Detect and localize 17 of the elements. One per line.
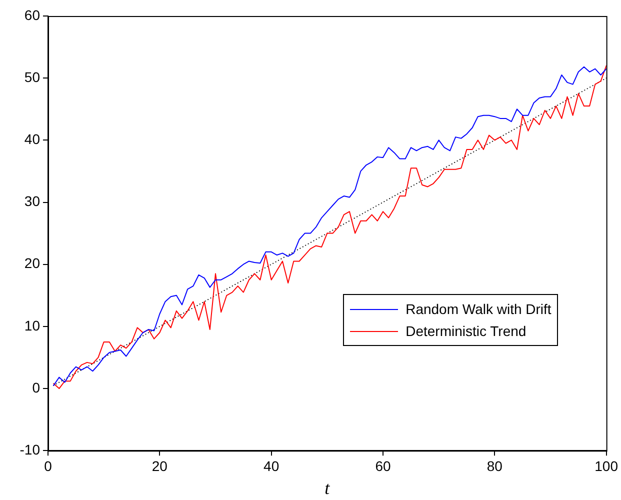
x-tick-label: 60 [375,458,391,474]
y-tick-label: 20 [24,255,40,272]
x-axis-title: t [324,478,331,498]
y-tick-label: 40 [24,131,40,148]
legend-label: Deterministic Trend [406,323,526,340]
x-tick-label: 0 [44,458,52,474]
y-tick-label: 30 [24,193,40,210]
y-tick-label: 60 [24,6,40,23]
y-tick-label: 0 [32,379,40,396]
x-tick-label: 40 [264,458,280,474]
y-tick-label: 50 [24,68,40,85]
y-tick-label: 10 [24,317,40,334]
x-tick-label: 80 [486,458,503,474]
x-tick-label: 100 [594,458,618,474]
y-tick-label: -10 [20,441,40,458]
x-tick-label: 20 [152,458,168,474]
legend-label: Random Walk with Drift [406,301,552,318]
